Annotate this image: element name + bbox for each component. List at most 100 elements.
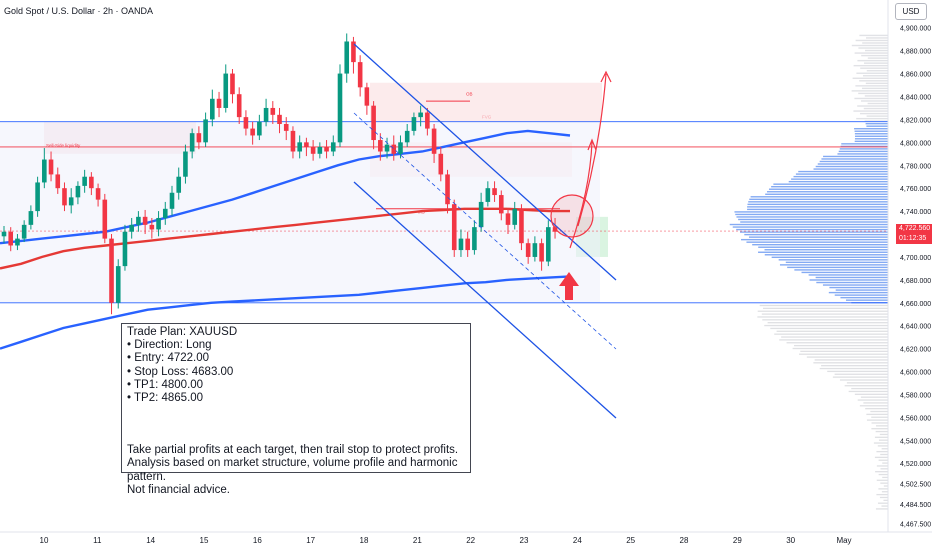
profile-bar bbox=[880, 453, 888, 456]
candle-body bbox=[445, 174, 450, 205]
candle-body bbox=[290, 130, 296, 152]
profile-bar bbox=[762, 319, 888, 321]
candle-body bbox=[55, 174, 61, 189]
profile-bar bbox=[795, 173, 888, 175]
profile-bar bbox=[880, 468, 888, 470]
profile-bar bbox=[857, 59, 888, 62]
x-tick-label: 24 bbox=[573, 536, 582, 545]
candle-body bbox=[384, 144, 390, 152]
profile-bar bbox=[738, 218, 888, 221]
profile-bar bbox=[758, 251, 888, 253]
profile-bar bbox=[749, 198, 888, 201]
profile-bar bbox=[750, 196, 888, 198]
profile-bar bbox=[882, 462, 888, 464]
long-entry-arrow bbox=[559, 272, 579, 300]
profile-bar bbox=[767, 322, 888, 324]
candle-body bbox=[297, 142, 302, 152]
profile-bar bbox=[763, 307, 888, 310]
profile-bar bbox=[771, 256, 888, 259]
profile-bar bbox=[871, 428, 888, 430]
profile-bar bbox=[837, 153, 888, 155]
profile-bar bbox=[883, 499, 888, 501]
profile-bar bbox=[744, 233, 888, 236]
profile-bar bbox=[854, 133, 888, 135]
candle-body bbox=[82, 176, 87, 186]
x-tick-label: 25 bbox=[626, 536, 635, 545]
candle-body bbox=[156, 217, 161, 230]
profile-bar bbox=[879, 433, 888, 436]
y-tick-label: 4,484.500 bbox=[900, 502, 931, 509]
candle-body bbox=[129, 224, 134, 232]
profile-bar bbox=[838, 150, 888, 153]
candle-body bbox=[196, 133, 202, 143]
candle-body bbox=[317, 146, 323, 154]
profile-bar bbox=[757, 310, 888, 312]
profile-bar bbox=[740, 221, 888, 223]
y-tick-label: 4,580.000 bbox=[900, 392, 931, 399]
profile-bar bbox=[876, 425, 888, 427]
profile-bar bbox=[844, 385, 888, 387]
profile-bar bbox=[856, 72, 888, 74]
channel-lower bbox=[353, 181, 617, 419]
profile-bar bbox=[823, 155, 888, 158]
y-tick-label: 4,640.000 bbox=[900, 324, 931, 331]
profile-bar bbox=[800, 350, 888, 352]
y-tick-label: 4,560.000 bbox=[900, 415, 931, 422]
candle-body bbox=[505, 213, 511, 225]
profile-bar bbox=[746, 241, 888, 243]
profile-bar bbox=[878, 439, 888, 441]
candle-body bbox=[277, 114, 282, 124]
plan-line: • TP2: 4865.00 bbox=[127, 392, 204, 405]
profile-bar bbox=[855, 39, 888, 42]
profile-bar bbox=[729, 223, 888, 226]
profile-bar bbox=[876, 450, 888, 453]
profile-bar bbox=[870, 410, 888, 413]
profile-bar bbox=[848, 390, 888, 393]
tp1-arrow bbox=[569, 141, 593, 249]
profile-bar bbox=[854, 138, 888, 140]
plan-line: • Entry: 4722.00 bbox=[127, 352, 210, 365]
profile-bar bbox=[735, 213, 888, 216]
profile-bar bbox=[817, 163, 888, 165]
y-tick-label: 4,520.000 bbox=[900, 461, 931, 468]
tp2-arrow-head bbox=[600, 70, 612, 83]
candle-body bbox=[404, 130, 410, 143]
x-tick-label: 29 bbox=[733, 536, 742, 545]
candle-body bbox=[236, 94, 242, 118]
profile-bar bbox=[792, 347, 888, 350]
candle-body bbox=[492, 188, 497, 196]
profile-bar bbox=[879, 496, 888, 499]
candle-body bbox=[42, 159, 47, 183]
profile-bar bbox=[819, 160, 888, 163]
y-tick-label: 4,900.000 bbox=[900, 26, 931, 33]
profile-bar bbox=[875, 508, 888, 510]
profile-bar bbox=[815, 165, 888, 168]
candle-body bbox=[95, 188, 101, 200]
x-tick-label: 22 bbox=[466, 536, 475, 545]
profile-bar bbox=[787, 266, 888, 269]
profile-bar bbox=[854, 97, 888, 100]
candle-body bbox=[546, 227, 551, 262]
profile-bar bbox=[854, 140, 888, 143]
profile-bar bbox=[794, 269, 888, 271]
profile-bar bbox=[867, 57, 888, 59]
candle-body bbox=[48, 159, 54, 175]
candle-body bbox=[203, 119, 208, 143]
profile-bar bbox=[766, 191, 888, 193]
profile-bar bbox=[860, 396, 888, 398]
candle-body bbox=[344, 41, 350, 74]
profile-bar bbox=[794, 344, 888, 347]
y-tick-label: 4,620.000 bbox=[900, 347, 931, 354]
x-tick-label: 11 bbox=[93, 536, 102, 545]
profile-bar bbox=[736, 228, 888, 231]
price-axis: 4,900.000 4,880.000 4,860.000 4,840.000 4,82… bbox=[887, 0, 931, 532]
candle-body bbox=[189, 133, 195, 152]
profile-bar bbox=[874, 436, 888, 438]
y-tick-label: 4,880.000 bbox=[900, 49, 931, 56]
candle-body bbox=[552, 227, 558, 232]
y-tick-label: 4,800.000 bbox=[900, 140, 931, 147]
currency-button[interactable]: USD bbox=[895, 3, 927, 20]
profile-bar bbox=[866, 413, 888, 416]
profile-bar bbox=[878, 459, 888, 461]
